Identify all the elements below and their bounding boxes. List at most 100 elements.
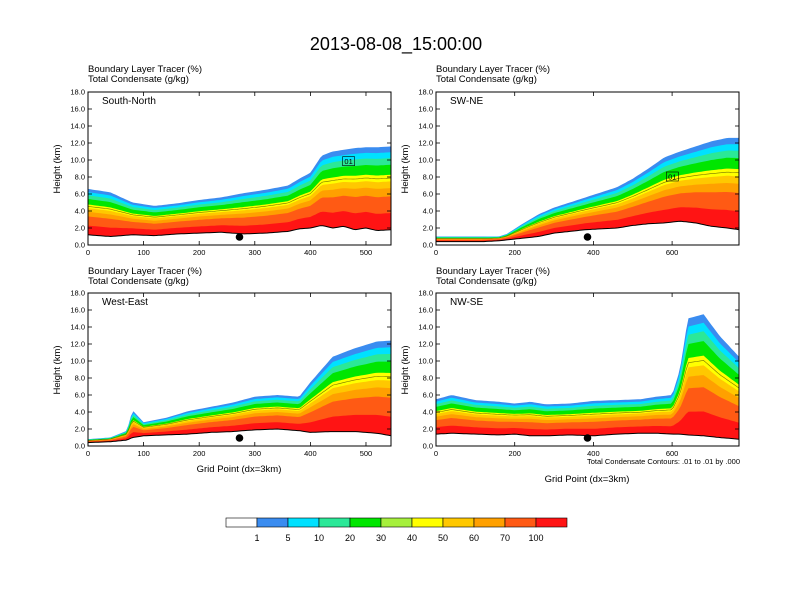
y-tick-label: 4.0 (423, 408, 433, 417)
x-tick-label: 200 (508, 248, 521, 257)
y-tick-label: 2.0 (75, 425, 85, 434)
y-tick-label: 6.0 (75, 391, 85, 400)
y-tick-label: 4.0 (423, 207, 433, 216)
panel-subtitle-condensate: Total Condensate (g/kg) (88, 74, 189, 85)
location-marker (583, 233, 592, 241)
plot-frame (87, 292, 392, 447)
y-axis-label: Height (km) (52, 345, 63, 394)
y-tick-label: 2.0 (75, 224, 85, 233)
tracer-band (436, 192, 739, 242)
colorbar-swatch (380, 517, 413, 528)
panel-subtitle-tracer: Boundary Layer Tracer (%) (436, 266, 550, 277)
panel-name: West-East (102, 297, 148, 308)
condensate-contour (88, 177, 391, 218)
contour-label: 01 (344, 157, 352, 166)
location-marker (235, 233, 244, 241)
x-tick-label: 300 (249, 248, 262, 257)
y-tick-label: 4.0 (75, 207, 85, 216)
terrain-line (436, 220, 739, 243)
colorbar-label: 20 (345, 533, 355, 543)
tracer-band (436, 411, 739, 440)
x-tick-label: 0 (86, 248, 90, 257)
colorbar-label: 1 (254, 533, 259, 543)
x-tick-label: 300 (249, 449, 262, 458)
x-tick-label: 100 (137, 248, 150, 257)
y-tick-label: 0.0 (75, 241, 85, 250)
colorbar-label: 50 (438, 533, 448, 543)
colorbar-swatch (349, 517, 382, 528)
x-tick-label: 200 (193, 248, 206, 257)
colorbar-swatch (442, 517, 475, 528)
panel-subtitle-tracer: Boundary Layer Tracer (%) (88, 266, 202, 277)
y-tick-label: 10.0 (70, 357, 85, 366)
colorbar-label: 10 (314, 533, 324, 543)
colorbar: 1 5 10 20 30 40 50 60 70 100 (225, 517, 568, 543)
location-marker (235, 434, 244, 442)
plot-frame (87, 91, 392, 246)
y-tick-label: 14.0 (418, 122, 433, 131)
location-marker (583, 434, 592, 442)
x-tick-label: 0 (434, 449, 438, 458)
y-tick-label: 2.0 (423, 425, 433, 434)
x-tick-label: 100 (137, 449, 150, 458)
colorbar-label: 60 (469, 533, 479, 543)
y-axis-label: Height (km) (52, 144, 63, 193)
plot-area: 0.0 2.0 4.0 6.0 8.0 10.0 12.0 14.0 16.0 18.0 0 200 4… (418, 88, 740, 257)
tracer-band (88, 211, 391, 237)
y-tick-label: 18.0 (70, 88, 85, 97)
y-tick-label: 18.0 (418, 289, 433, 298)
panel-subtitle-tracer: Boundary Layer Tracer (%) (436, 64, 550, 75)
y-tick-label: 14.0 (70, 122, 85, 131)
panel-subtitle-tracer: Boundary Layer Tracer (%) (88, 64, 202, 75)
panel-nw-se: Boundary Layer Tracer (%) Total Condensa… (400, 266, 740, 485)
panel-subtitle-condensate: Total Condensate (g/kg) (436, 74, 537, 85)
panel-name: NW-SE (450, 297, 483, 308)
y-tick-label: 16.0 (70, 105, 85, 114)
y-axis-label: Height (km) (400, 144, 411, 193)
y-tick-label: 10.0 (70, 156, 85, 165)
y-tick-label: 16.0 (418, 105, 433, 114)
tracer-band (88, 414, 391, 443)
y-tick-label: 16.0 (418, 306, 433, 315)
x-axis-label: Grid Point (dx=3km) (545, 474, 630, 485)
y-tick-label: 8.0 (75, 374, 85, 383)
y-tick-label: 4.0 (75, 408, 85, 417)
y-tick-label: 6.0 (423, 391, 433, 400)
plot-frame (435, 91, 740, 246)
contour-label: 01 (668, 173, 676, 182)
colorbar-swatch (411, 517, 444, 528)
y-tick-label: 2.0 (423, 224, 433, 233)
x-tick-label: 400 (587, 248, 600, 257)
y-tick-label: 8.0 (423, 374, 433, 383)
colorbar-swatch (535, 517, 568, 528)
y-tick-label: 8.0 (75, 173, 85, 182)
terrain-line (88, 428, 391, 444)
y-tick-label: 14.0 (70, 323, 85, 332)
y-tick-label: 10.0 (418, 156, 433, 165)
contour-label-box (666, 171, 679, 182)
x-tick-label: 0 (86, 449, 90, 458)
colorbar-label: 100 (528, 533, 543, 543)
x-tick-label: 600 (666, 449, 679, 458)
y-tick-label: 16.0 (70, 306, 85, 315)
y-tick-label: 12.0 (418, 139, 433, 148)
x-tick-label: 500 (360, 248, 373, 257)
plot-frame (435, 292, 740, 447)
y-tick-label: 0.0 (423, 442, 433, 451)
colorbar-swatch (473, 517, 506, 528)
colorbar-swatch (504, 517, 537, 528)
y-tick-label: 18.0 (418, 88, 433, 97)
colorbar-swatch (318, 517, 351, 528)
x-tick-label: 400 (304, 449, 317, 458)
panel-south-north: Boundary Layer Tracer (%) Total Condensa… (52, 64, 392, 257)
x-tick-label: 400 (304, 248, 317, 257)
plot-area: 0.0 2.0 4.0 6.0 8.0 10.0 12.0 14.0 16.0 18.0 0 100 2… (70, 88, 392, 257)
colorbar-label: 30 (376, 533, 386, 543)
contour-note: Total Condensate Contours: .01 to .01 by… (587, 457, 740, 466)
panel-name: South-North (102, 96, 156, 107)
panel-sw-ne: Boundary Layer Tracer (%) Total Condensa… (400, 64, 740, 257)
terrain-fill (436, 221, 739, 245)
colorbar-label: 70 (500, 533, 510, 543)
y-tick-label: 10.0 (418, 357, 433, 366)
